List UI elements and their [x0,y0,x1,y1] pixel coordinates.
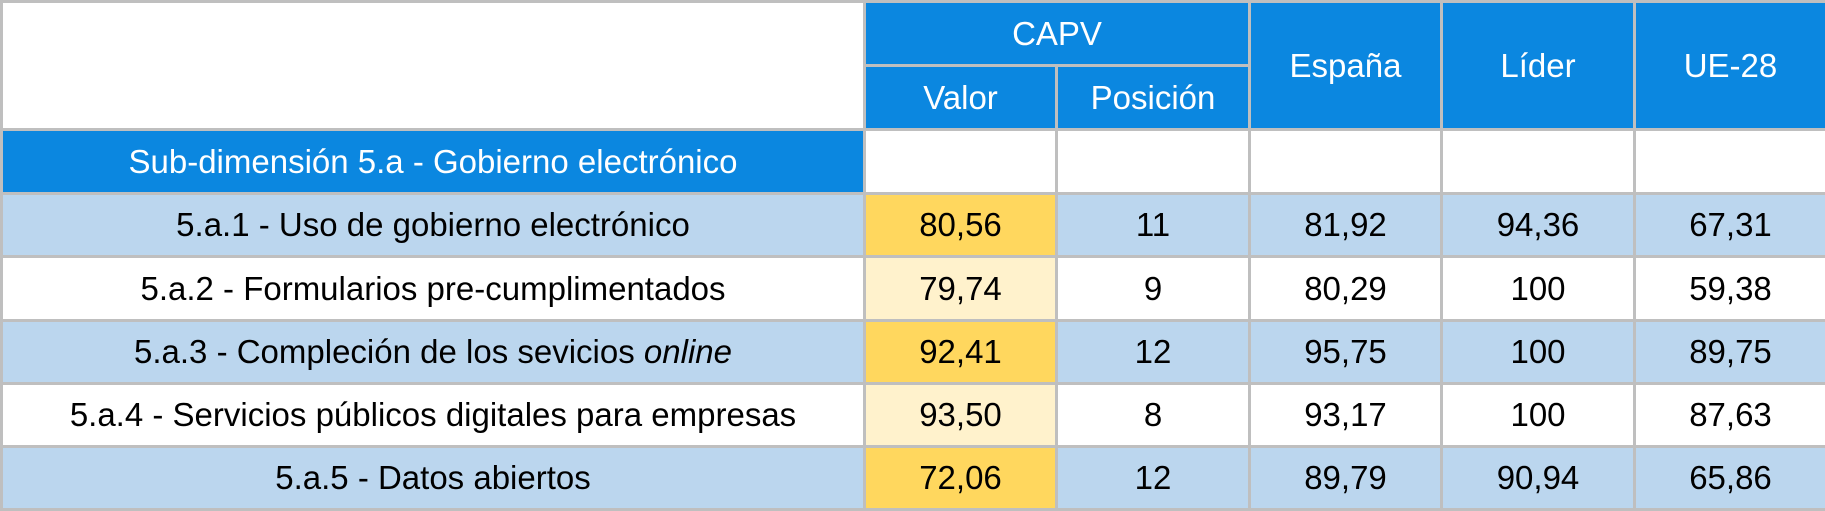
section-header-row: Sub-dimensión 5.a - Gobierno electrónico [0,128,1825,196]
col-header-capv: CAPV [863,0,1251,68]
row-label: 5.a.2 - Formularios pre-cumplimentados [0,255,866,322]
row-label: 5.a.5 - Datos abiertos [0,444,866,511]
cell-espana: 93,17 [1248,381,1443,448]
cell-posicion: 11 [1055,192,1251,259]
empty-cell [1633,128,1825,196]
empty-cell [863,128,1058,196]
cell-valor: 79,74 [863,255,1058,322]
cell-espana: 95,75 [1248,318,1443,385]
cell-espana: 80,29 [1248,255,1443,322]
row-label-text: 5.a.4 - Servicios públicos digitales par… [69,395,797,433]
cell-ue28: 87,63 [1633,381,1825,448]
table-row: 5.a.4 - Servicios públicos digitales par… [0,381,1825,448]
header-row-sub: Valor Posición [2,64,1825,132]
row-label-text: 5.a.3 - Compleción de los sevicios [134,332,644,370]
row-label-text: 5.a.5 - Datos abiertos [275,458,591,496]
cell-lider: 100 [1440,381,1636,448]
row-label-italic: online [643,332,732,370]
section-title: Sub-dimensión 5.a - Gobierno electrónico [0,128,866,196]
empty-cell [1055,128,1251,196]
cell-lider: 90,94 [1440,444,1636,511]
table-row: 5.a.1 - Uso de gobierno electrónico 80,5… [0,192,1825,259]
cell-lider: 94,36 [1440,192,1636,259]
cell-lider: 100 [1440,255,1636,322]
cell-valor: 72,06 [863,444,1058,511]
header-row-group: CAPV España Líder UE-28 [0,0,1825,132]
cell-posicion: 12 [1055,318,1251,385]
cell-espana: 89,79 [1248,444,1443,511]
cell-ue28: 67,31 [1633,192,1825,259]
cell-ue28: 65,86 [1633,444,1825,511]
cell-posicion: 8 [1055,381,1251,448]
cell-valor: 80,56 [863,192,1058,259]
row-label-text: 5.a.1 - Uso de gobierno electrónico [176,206,690,244]
cell-ue28: 59,38 [1633,255,1825,322]
col-header-ue28: UE-28 [1633,0,1825,132]
corner-cell [0,0,866,132]
row-label-text: 5.a.2 - Formularios pre-cumplimentados [140,269,726,307]
cell-lider: 100 [1440,318,1636,385]
table-row: 5.a.2 - Formularios pre-cumplimentados 7… [0,255,1825,322]
cell-valor: 92,41 [863,318,1058,385]
empty-cell [1248,128,1443,196]
col-header-lider: Líder [1440,0,1636,132]
cell-posicion: 12 [1055,444,1251,511]
col-header-valor: Valor [863,64,1058,132]
col-header-espana: España [1248,0,1443,132]
row-label: 5.a.4 - Servicios públicos digitales par… [0,381,866,448]
cell-espana: 81,92 [1248,192,1443,259]
cell-posicion: 9 [1055,255,1251,322]
cell-valor: 93,50 [863,381,1058,448]
row-label: 5.a.3 - Compleción de los sevicios onlin… [0,318,866,385]
table-row: 5.a.3 - Compleción de los sevicios onlin… [0,318,1825,385]
col-header-posicion: Posición [1055,64,1251,132]
table-row: 5.a.5 - Datos abiertos 72,06 12 89,79 90… [0,444,1825,511]
row-label: 5.a.1 - Uso de gobierno electrónico [0,192,866,259]
empty-cell [1440,128,1636,196]
cell-ue28: 89,75 [1633,318,1825,385]
